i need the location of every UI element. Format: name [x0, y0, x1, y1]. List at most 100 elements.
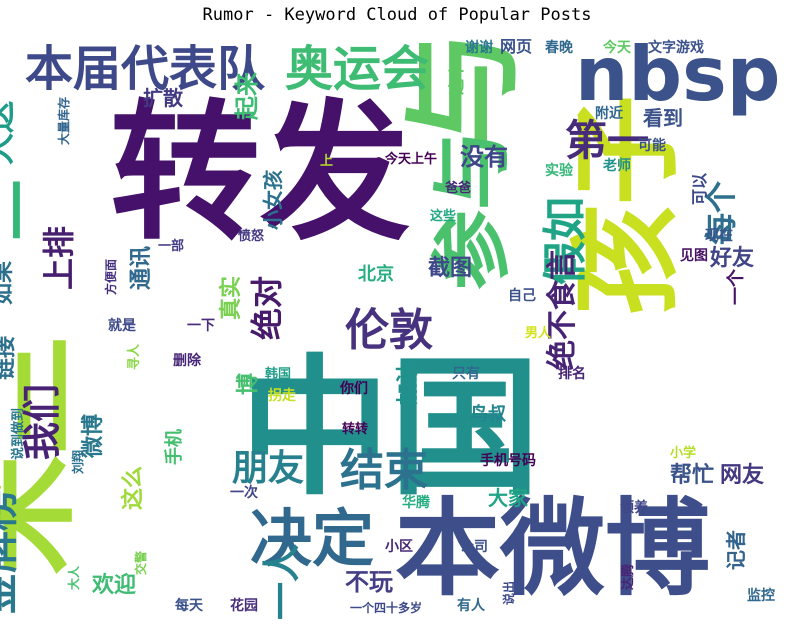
cloud-word: 人送	[0, 101, 18, 165]
cloud-word: 参与	[426, 130, 519, 290]
cloud-word: 方便面	[103, 259, 118, 295]
cloud-word: 刘翔	[70, 450, 85, 474]
cloud-word: 没有	[460, 143, 508, 171]
cloud-word: 今天	[602, 39, 632, 56]
cloud-word: 帮忙	[670, 462, 714, 488]
cloud-word: 转发	[110, 87, 410, 261]
cloud-word: 删除	[173, 352, 202, 369]
cloud-word: 说到做到	[10, 408, 26, 460]
cloud-word: 网页	[500, 37, 532, 56]
cloud-word: 博	[235, 373, 261, 395]
cloud-word: 这么	[120, 466, 146, 510]
cloud-word: 大量库存	[56, 97, 71, 145]
cloud-word: 决定	[250, 502, 374, 575]
cloud-word: 如果	[0, 261, 16, 305]
cloud-word: 一个	[725, 268, 747, 305]
cloud-word: 手机	[163, 429, 185, 465]
cloud-word: 北京	[358, 263, 394, 285]
cloud-word: 第一	[565, 116, 649, 165]
cloud-word: 你们	[339, 380, 368, 397]
cloud-word: 爸爸	[444, 180, 471, 196]
cloud-word: 小区	[385, 539, 413, 555]
cloud-word: 男人	[525, 325, 552, 341]
cloud-word: 上排	[40, 226, 78, 290]
cloud-word: 愤怒	[238, 228, 264, 244]
cloud-word: 结束	[340, 445, 428, 496]
cloud-word: 链接	[0, 336, 18, 380]
cloud-word: 监控	[747, 587, 775, 604]
cloud-word: 上	[320, 154, 333, 169]
cloud-word: 鸟叔	[470, 403, 507, 425]
cloud-word: 拐走	[268, 387, 297, 404]
cloud-word: 领养	[620, 499, 649, 516]
cloud-word: 自己	[508, 287, 536, 304]
cloud-word: 记者	[724, 530, 748, 570]
cloud-word: 大家	[488, 486, 529, 510]
cloud-word: 金牌榜	[0, 489, 22, 616]
cloud-word: 华腾	[402, 494, 431, 511]
cloud-word: 交警	[133, 551, 148, 575]
cloud-word: 本微博	[395, 488, 710, 610]
cloud-word: 今天上午	[384, 151, 437, 167]
cloud-word: 附近	[595, 105, 623, 122]
cloud-word: 花园	[230, 597, 258, 614]
cloud-word: 看到	[643, 106, 683, 130]
cloud-word: 加油	[396, 361, 421, 406]
cloud-word: 绝不食言	[545, 250, 580, 370]
cloud-word: 每个	[702, 181, 740, 245]
cloud-word: 一个四十多岁	[350, 600, 422, 615]
cloud-word: 欢迎	[91, 572, 136, 598]
cloud-word: 通讯	[129, 246, 154, 290]
cloud-word: 奥运会	[285, 41, 429, 97]
cloud-word: 我们	[20, 384, 64, 460]
cloud-word: 中国	[240, 342, 540, 516]
cloud-word: 截图	[428, 256, 472, 281]
cloud-word: 韩国	[265, 366, 291, 382]
cloud-word: 假如	[540, 197, 591, 285]
cloud-word: 大人	[66, 565, 81, 590]
cloud-word: 绝对	[248, 276, 286, 340]
cloud-word: nbsp	[575, 30, 780, 118]
cloud-word: 一部	[158, 238, 184, 254]
cloud-word: 一人	[260, 544, 304, 620]
cloud-word: 只有	[452, 365, 480, 382]
cloud-word: 排名	[558, 365, 586, 382]
cloud-word: 老师	[603, 157, 631, 174]
cloud-word: 小女孩	[261, 170, 285, 230]
cloud-word: 孩子	[563, 95, 691, 315]
cloud-word: 达腾	[620, 563, 636, 590]
cloud-word: 每天	[175, 597, 204, 614]
cloud-word: 真实	[218, 276, 244, 320]
cloud-word: 寻人	[126, 343, 142, 370]
cloud-word: 米兰	[0, 335, 89, 575]
cloud-word: 公司	[460, 539, 488, 555]
cloud-word: 文字游戏	[648, 39, 704, 56]
cloud-word: 有人	[457, 597, 486, 614]
cloud-word: 这个	[447, 62, 466, 95]
cloud-word: 朋友	[232, 448, 304, 489]
cloud-word: 可能	[638, 137, 666, 154]
cloud-word: 网友	[720, 463, 764, 488]
cloud-word: 实验	[545, 162, 574, 179]
cloud-word: 一	[0, 180, 55, 240]
cloud-word: 与	[395, 30, 534, 150]
cloud-word: 本届代表队	[25, 41, 266, 97]
cloud-word: 伦敦	[345, 305, 433, 356]
cloud-word: 起来	[233, 71, 261, 121]
chart-title: Rumor - Keyword Cloud of Popular Posts	[202, 5, 592, 25]
cloud-word: 转转	[342, 421, 368, 437]
cloud-word: 说出	[501, 581, 516, 605]
cloud-word: 手机号码	[480, 452, 536, 469]
cloud-word: 不玩	[345, 568, 393, 596]
cloud-word: 一下	[187, 318, 215, 334]
cloud-word: 好友	[709, 245, 754, 271]
cloud-word: 小学	[670, 445, 696, 461]
cloud-word: 谢谢	[465, 39, 493, 56]
cloud-word: 一次	[230, 484, 258, 501]
cloud-word: 微博	[80, 414, 106, 459]
cloud-word: 就是	[108, 317, 137, 334]
cloud-word: 这些	[430, 208, 456, 224]
cloud-word: 春晚	[544, 39, 573, 56]
cloud-word: 见图	[680, 248, 708, 264]
